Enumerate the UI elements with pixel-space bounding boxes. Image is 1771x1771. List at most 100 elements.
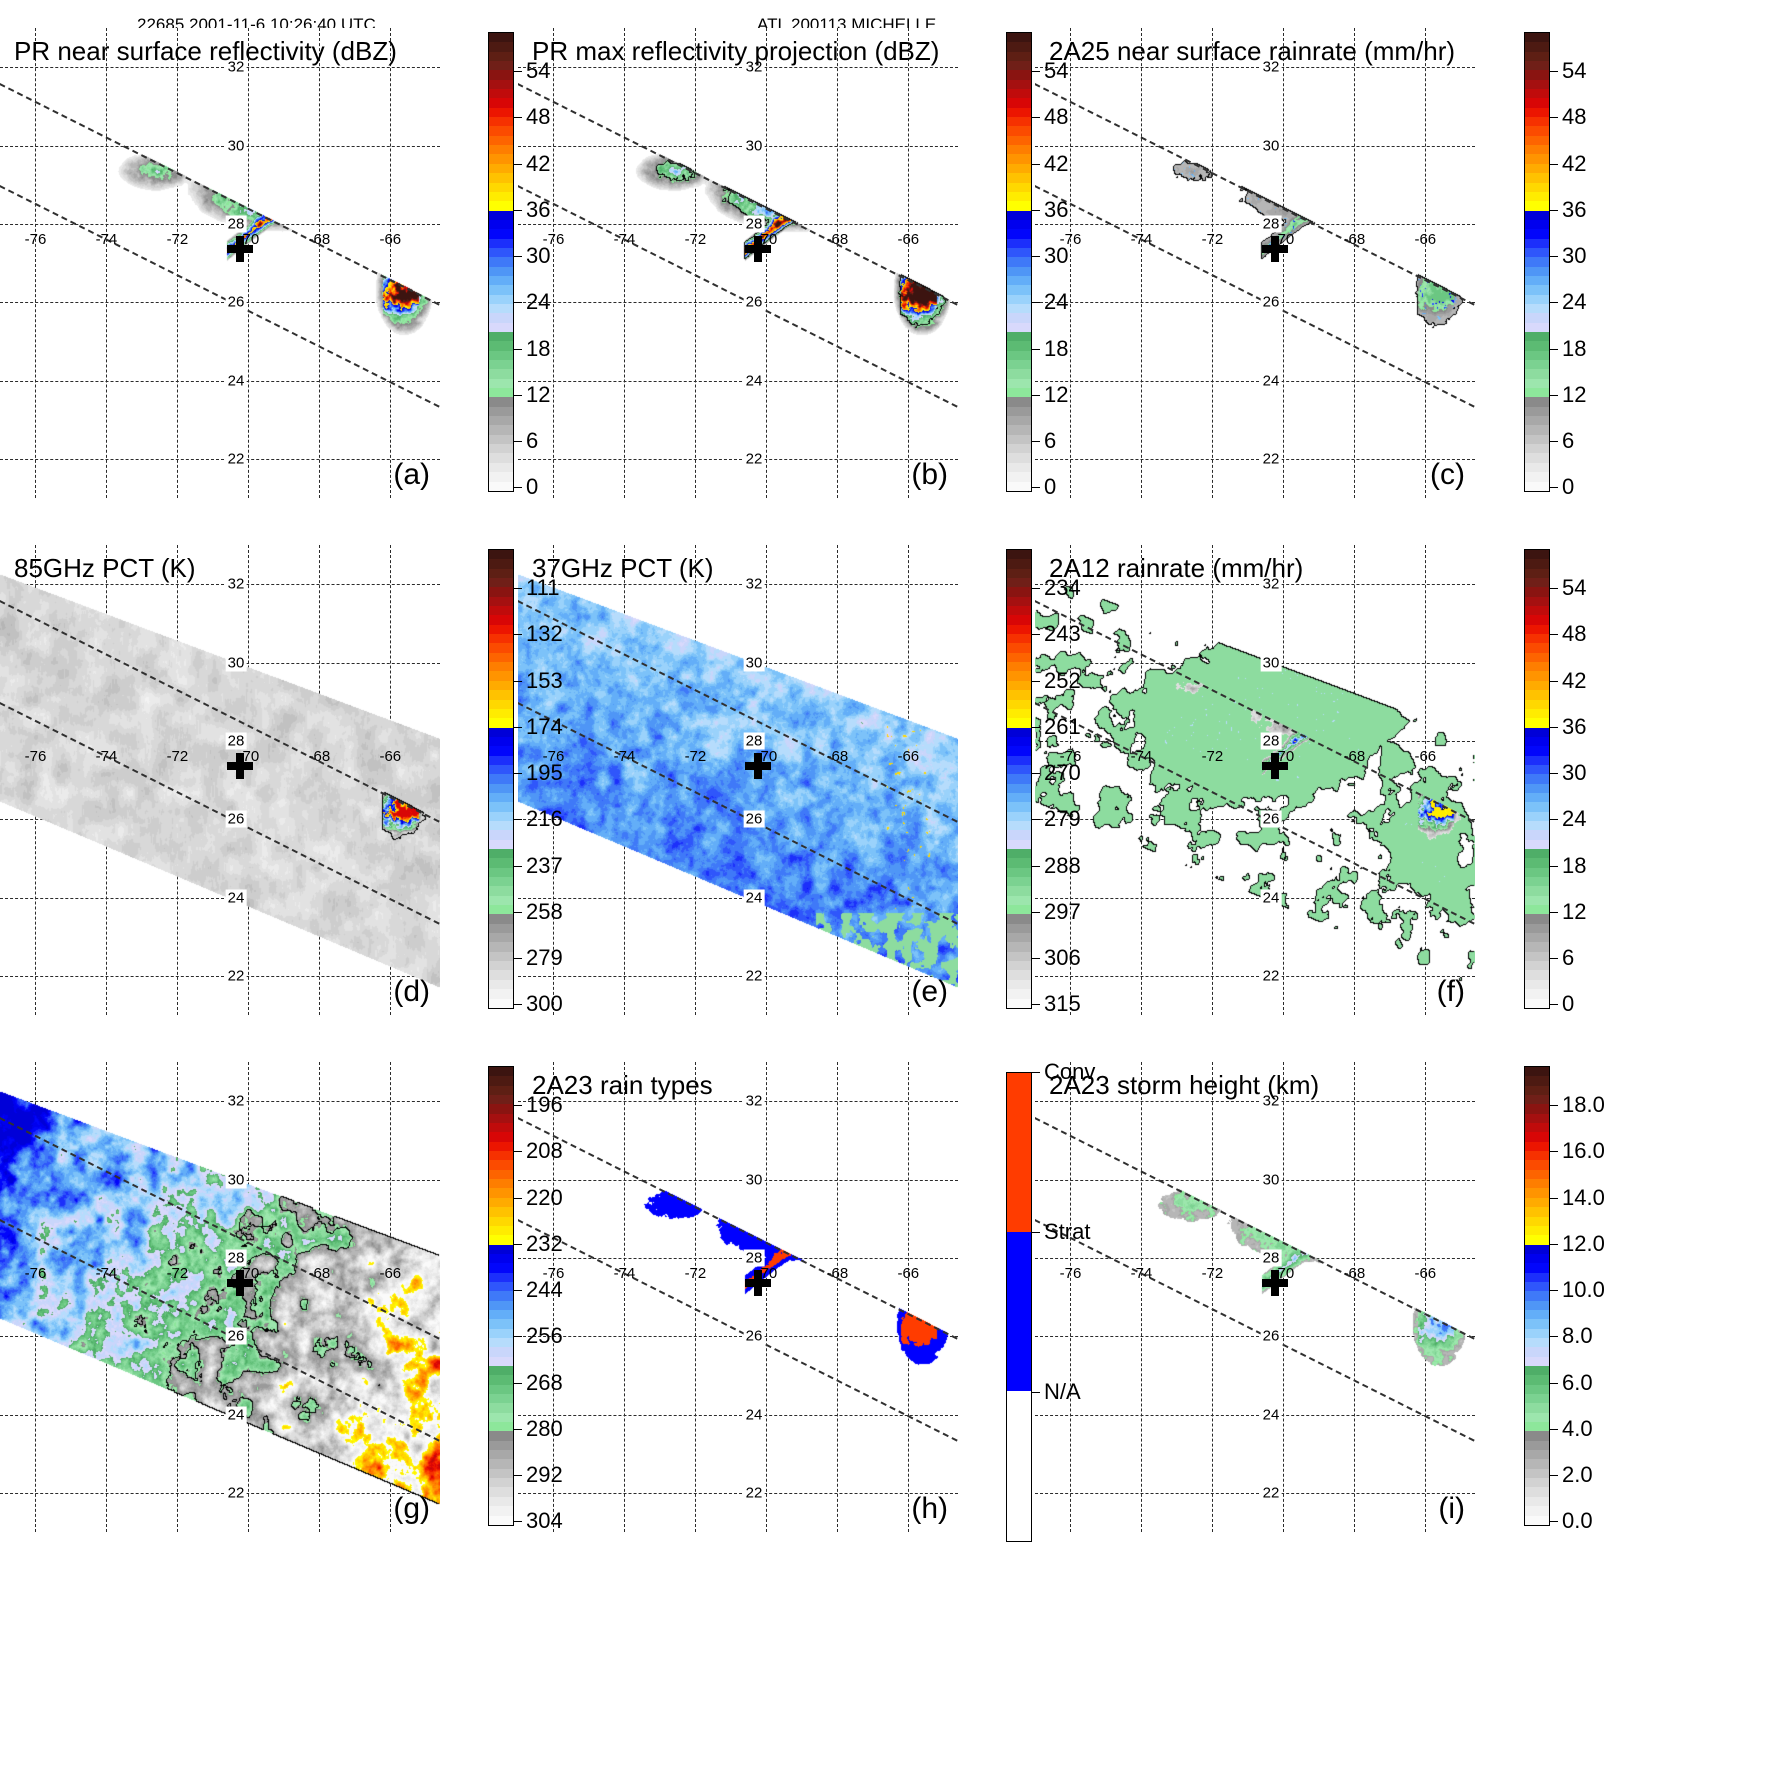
storm-center-marker [226,236,253,263]
colorbar-label: 24 [526,289,551,315]
colorbar-label: 48 [1562,104,1587,130]
colorbar-segment [489,998,513,1008]
colorbar-segment [1525,989,1549,999]
colorbar-segment [1525,294,1549,304]
colorbar-segment [1525,154,1549,164]
colorbar-tick [1550,773,1558,775]
lat-tick-label: 28 [1260,215,1282,233]
colorbar-segment [1007,559,1031,569]
colorbar-segment [1007,210,1031,220]
colorbar-segment [1525,107,1549,118]
colorbar-segment [1525,210,1549,220]
colorbar-segment [1525,1394,1549,1404]
colorbar-segment [489,914,513,924]
colorbar-segment [489,858,513,868]
colorbar-label: 111 [526,575,560,601]
colorbar-segment [1525,1179,1549,1189]
colorbar-segment [489,1263,513,1273]
colorbar-segment [1525,708,1549,719]
colorbar-segment [489,135,513,146]
lat-tick-label: 32 [743,1092,765,1110]
colorbar-label: 10.0 [1562,1277,1605,1303]
colorbar-segment [489,1412,513,1423]
colorbar-h[interactable]: Conv Strat N/A [1006,1059,1126,1542]
colorbar-label: 0 [1562,991,1575,1017]
colorbar-segment [489,1123,513,1133]
colorbar-segment [489,774,513,784]
colorbar-segment [489,1394,513,1404]
colorbar-tick [1550,487,1558,489]
colorbar-segment [489,1272,513,1282]
colorbar-tick [1550,1243,1558,1245]
colorbar-segment [489,746,513,756]
colorbar-i[interactable]: 18.0 16.0 14.0 12.0 10.0 8.0 6.0 4.0 2.0 0.0 [1524,1066,1644,1533]
panel-i: -76 -74 -72 -70 -68 -66 32 30 28 26 24 22 2A23 storm… [1035,1062,1475,1532]
colorbar-f[interactable]: 54 48 42 36 30 24 18 12 6 0 [1524,549,1644,1016]
colorbar-tick [1032,209,1040,211]
lat-tick-label: 28 [1260,1249,1282,1267]
colorbar-tick [514,209,522,211]
colorbar-label: 0 [526,474,539,500]
colorbar-e[interactable]: 234 243 252 261 270 279 288 297 306 315 [1006,549,1126,1016]
colorbar-label: 42 [1044,150,1069,176]
colorbar-segment [489,662,513,672]
colorbar-segment [1007,746,1031,756]
colorbar-segment [1007,568,1031,579]
colorbar-tick [1550,634,1558,636]
colorbar-segment [1007,350,1031,361]
colorbar-label: 18 [1562,852,1587,878]
colorbar-d[interactable]: 111 132 153 174 195 216 237 258 279 300 [488,549,608,1016]
colorbar-segment [1007,117,1031,127]
colorbar-segment [1525,783,1549,793]
lat-tick-label: 22 [225,1484,247,1502]
colorbar-tick [514,302,522,304]
panel-title: 37GHz PCT (K) [532,553,714,583]
colorbar-segment [1525,792,1549,803]
colorbar-segment [1007,802,1031,812]
colorbar-a[interactable]: 54 48 42 36 30 24 18 12 6 0 [488,32,608,499]
colorbar-g[interactable]: 196 208 220 232 244 256 268 280 292 304 [488,1066,608,1533]
lon-tick-label: -76 [24,747,47,765]
colorbar-gradient [1006,32,1032,492]
colorbar-segment [1007,397,1031,407]
colorbar-segment [1007,867,1031,878]
lat-tick-label: 26 [225,810,247,828]
storm-center-marker [226,753,253,780]
colorbar-gradient [488,549,514,1009]
colorbar-tick [1032,117,1040,119]
colorbar-segment [489,229,513,239]
colorbar-segment [1525,1113,1549,1124]
colorbar-segment [1007,481,1031,491]
lat-tick-label: 30 [743,137,765,154]
colorbar-segment [1007,550,1031,560]
colorbar-label: 54 [1562,575,1587,601]
colorbar-segment [489,1104,513,1114]
lon-tick-label: -74 [1130,230,1153,248]
lon-tick-label: -66 [379,1264,402,1282]
colorbar-segment [1525,201,1549,211]
colorbar-b[interactable]: 54 48 42 36 30 24 18 12 6 0 [1006,32,1126,499]
colorbar-segment [489,1141,513,1152]
colorbar-tick [1550,588,1558,590]
colorbar-segment [1525,568,1549,579]
lat-tick-label: 32 [1260,58,1282,76]
colorbar-segment [1007,61,1031,71]
colorbar-segment [1525,1085,1549,1096]
colorbar-segment [1525,1459,1549,1469]
colorbar-c[interactable]: 54 48 42 36 30 24 18 12 6 0 [1524,32,1644,499]
colorbar-segment [1007,680,1031,691]
colorbar-segment [1007,643,1031,653]
panel-c: -76 -74 -72 -70 -68 -66 32 30 28 26 24 22 2A25 near … [1035,28,1475,498]
lon-tick-label: -66 [379,230,402,248]
colorbar-segment [1007,634,1031,644]
plot-area: -76 -74 -72 -70 -68 -66 32 30 28 26 24 22 [518,1062,958,1532]
lon-tick-label: -66 [379,747,402,765]
storm-center-marker [744,1270,771,1297]
colorbar-segment [1525,257,1549,267]
lat-tick-label: 22 [225,967,247,985]
colorbar-segment [1525,746,1549,756]
colorbar-segment [1007,886,1031,896]
colorbar-label: 12 [1562,381,1587,407]
lon-tick-label: -74 [613,747,636,765]
